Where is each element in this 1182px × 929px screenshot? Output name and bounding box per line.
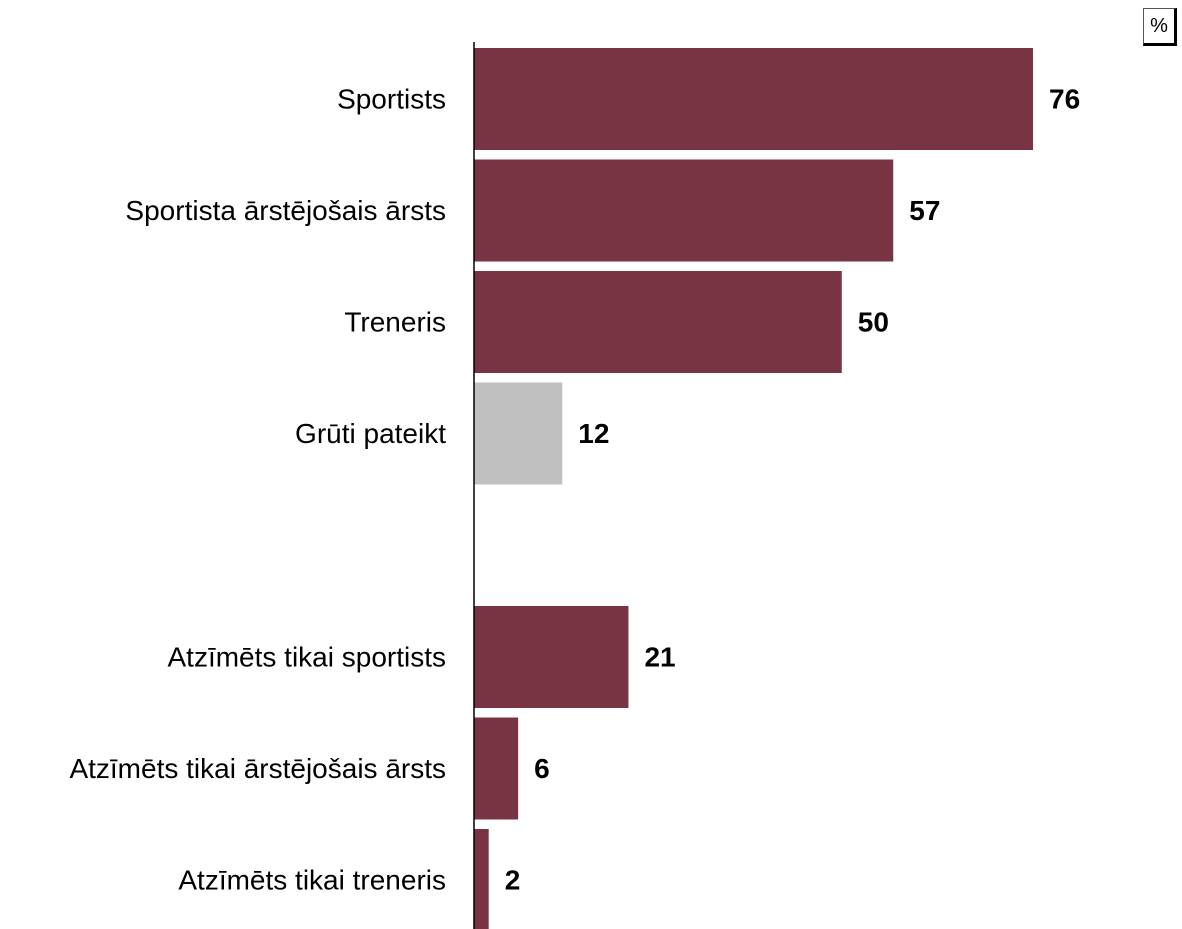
bars-layer: Sportists 76 Sportista ārstējošais ārsts 57… bbox=[69, 48, 1080, 929]
value-label: 2 bbox=[505, 865, 521, 896]
category-label: Grūti pateikt bbox=[295, 418, 446, 449]
category-label: Atzīmēts tikai sportists bbox=[167, 642, 446, 673]
value-label: 6 bbox=[534, 753, 550, 784]
value-label: 57 bbox=[909, 195, 940, 226]
category-label: Sportists bbox=[337, 84, 446, 115]
unit-badge: % bbox=[1143, 8, 1177, 46]
value-label: 76 bbox=[1049, 84, 1080, 115]
bar bbox=[474, 717, 519, 820]
value-label: 12 bbox=[578, 418, 609, 449]
category-label: Atzīmēts tikai treneris bbox=[178, 865, 446, 896]
bar bbox=[474, 48, 1033, 150]
bar bbox=[474, 606, 629, 708]
value-label: 21 bbox=[644, 642, 675, 673]
bar bbox=[474, 159, 894, 262]
category-label: Atzīmēts tikai ārstējošais ārsts bbox=[69, 753, 446, 784]
bar bbox=[474, 271, 842, 373]
bar bbox=[474, 382, 563, 485]
value-label: 50 bbox=[858, 307, 889, 338]
category-label: Treneris bbox=[344, 307, 446, 338]
category-label: Sportista ārstējošais ārsts bbox=[125, 195, 446, 226]
bar bbox=[474, 829, 489, 929]
